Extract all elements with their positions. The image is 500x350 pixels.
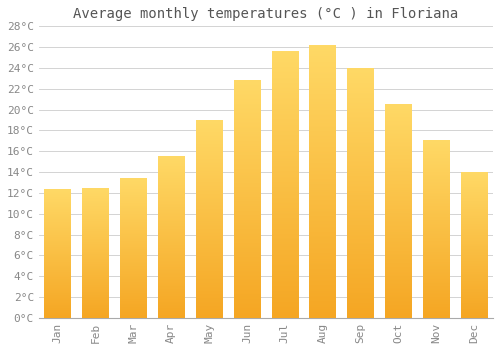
Title: Average monthly temperatures (°C ) in Floriana: Average monthly temperatures (°C ) in Fl…	[74, 7, 458, 21]
